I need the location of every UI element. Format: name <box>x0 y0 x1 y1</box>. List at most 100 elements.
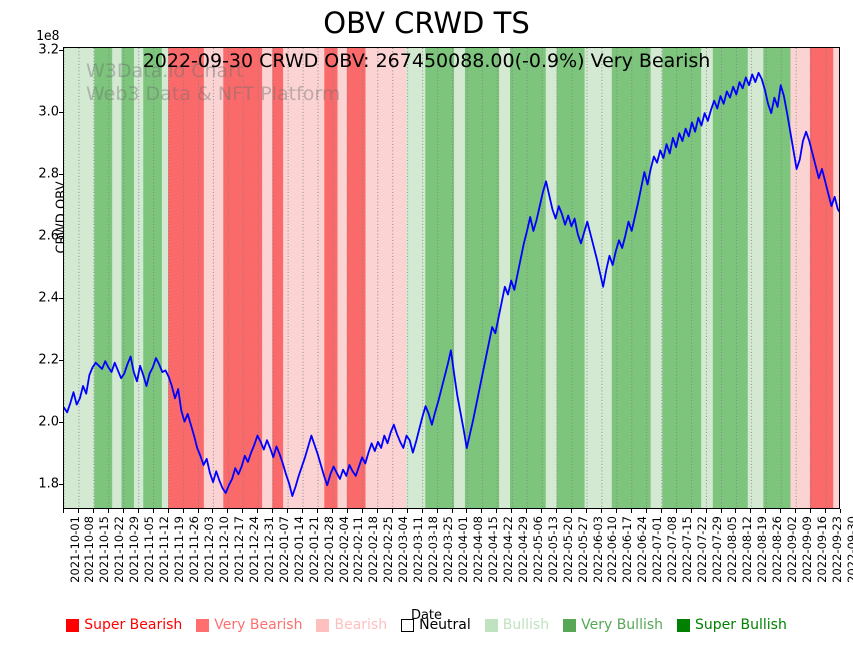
x-tick-label: 2021-11-19 <box>172 516 187 583</box>
x-tick-mark <box>780 509 782 513</box>
legend-label: Very Bullish <box>581 617 664 633</box>
y-tick-mark <box>59 174 63 176</box>
legend-item[interactable]: Super Bullish <box>677 617 787 633</box>
x-tick-label: 2022-09-16 <box>814 516 829 583</box>
x-tick-label: 2022-06-17 <box>620 516 635 583</box>
x-tick-mark <box>302 509 304 513</box>
x-tick-mark <box>810 509 812 513</box>
x-tick-label: 2022-01-14 <box>291 516 306 583</box>
legend-label: Bullish <box>502 617 550 633</box>
x-tick-mark <box>122 509 124 513</box>
x-tick-label: 2022-02-25 <box>381 516 396 583</box>
legend-swatch-icon <box>563 618 577 632</box>
y-tick-mark <box>59 298 63 300</box>
x-tick-mark <box>556 509 558 513</box>
y-tick-label: 1.8 <box>38 476 59 492</box>
y-tick-label: 2.8 <box>38 166 59 182</box>
x-tick-label: 2022-01-21 <box>306 516 321 583</box>
x-tick-mark <box>197 509 199 513</box>
legend-label: Neutral <box>419 617 471 633</box>
chart-legend: Super Bearish Very Bearish Bearish Neutral B… <box>0 617 853 633</box>
legend-label: Bearish <box>334 617 388 633</box>
y-tick-label: 2.2 <box>38 352 59 368</box>
x-tick-label: 2022-03-11 <box>411 516 426 583</box>
chart-title: OBV CRWD TS <box>323 6 530 40</box>
legend-item[interactable]: Very Bullish <box>563 617 663 633</box>
legend-item[interactable]: Bullish <box>484 617 550 633</box>
y-tick-mark <box>59 484 63 486</box>
legend-item[interactable]: Neutral <box>401 617 471 633</box>
legend-swatch-icon <box>401 618 415 632</box>
x-tick-label: 2022-07-08 <box>665 516 680 583</box>
x-tick-label: 2022-02-18 <box>366 516 381 583</box>
x-tick-label: 2022-01-28 <box>321 516 336 583</box>
x-tick-label: 2021-10-01 <box>67 516 82 583</box>
x-tick-mark <box>615 509 617 513</box>
x-tick-mark <box>137 509 139 513</box>
legend-item[interactable]: Super Bearish <box>66 617 182 633</box>
x-tick-mark <box>481 509 483 513</box>
x-tick-mark <box>511 509 513 513</box>
legend-swatch-icon <box>66 618 80 632</box>
obv-line-series <box>64 48 839 508</box>
legend-item[interactable]: Bearish <box>316 617 387 633</box>
x-tick-mark <box>541 509 543 513</box>
x-tick-label: 2022-05-13 <box>545 516 560 583</box>
x-tick-label: 2022-06-03 <box>590 516 605 583</box>
x-tick-label: 2021-11-05 <box>142 516 157 583</box>
x-tick-label: 2022-04-15 <box>485 516 500 583</box>
x-tick-label: 2022-03-25 <box>441 516 456 583</box>
x-tick-label: 2022-09-09 <box>799 516 814 583</box>
x-tick-label: 2022-04-22 <box>500 516 515 583</box>
x-tick-mark <box>406 509 408 513</box>
x-tick-mark <box>332 509 333 513</box>
x-tick-label: 2021-12-17 <box>231 516 246 583</box>
x-tick-mark <box>451 509 453 513</box>
x-tick-label: 2021-12-24 <box>246 516 261 583</box>
x-tick-mark <box>496 509 498 513</box>
x-tick-mark <box>152 509 154 513</box>
x-tick-mark <box>825 509 827 513</box>
plot-area[interactable]: W3Data.io Chart Web3 Data & NFT Platform <box>63 47 840 509</box>
y-tick-mark <box>59 50 63 52</box>
x-tick-label: 2021-11-12 <box>157 516 172 583</box>
x-tick-label: 2022-09-30 <box>844 516 853 583</box>
x-tick-label: 2022-04-01 <box>456 516 470 583</box>
x-tick-mark <box>376 509 378 513</box>
x-tick-label: 2022-08-05 <box>725 516 739 583</box>
y-tick-label: 2.6 <box>38 228 59 244</box>
x-tick-label: 2021-12-03 <box>202 516 216 583</box>
x-tick-label: 2022-02-11 <box>351 516 366 583</box>
x-tick-mark <box>167 509 169 513</box>
x-tick-mark <box>63 509 64 513</box>
x-tick-label: 2022-05-27 <box>575 516 590 583</box>
legend-swatch-icon <box>196 618 210 632</box>
x-tick-label: 2022-06-24 <box>635 516 650 583</box>
x-tick-mark <box>586 509 587 513</box>
x-tick-mark <box>436 509 438 513</box>
x-tick-label: 2022-05-20 <box>560 516 575 583</box>
x-tick-label: 2021-10-08 <box>82 516 97 583</box>
legend-item[interactable]: Very Bearish <box>196 617 302 633</box>
x-tick-mark <box>840 509 841 513</box>
y-axis-exponent-label: 1e8 <box>36 29 60 44</box>
y-tick-label: 3.2 <box>38 42 59 58</box>
x-tick-label: 2022-08-19 <box>754 516 769 583</box>
x-tick-mark <box>182 509 184 513</box>
x-tick-label: 2022-03-18 <box>426 516 441 583</box>
x-tick-label: 2021-10-29 <box>127 516 142 583</box>
x-tick-label: 2021-11-26 <box>187 516 201 583</box>
x-tick-mark <box>346 509 348 513</box>
x-tick-mark <box>571 509 572 513</box>
legend-label: Very Bearish <box>214 617 303 633</box>
x-tick-mark <box>92 509 94 513</box>
x-tick-mark <box>720 509 722 513</box>
x-tick-mark <box>242 509 244 513</box>
y-tick-mark <box>59 422 63 424</box>
x-tick-mark <box>272 509 274 513</box>
x-tick-label: 2022-01-07 <box>276 516 291 583</box>
x-tick-mark <box>361 509 363 513</box>
x-tick-label: 2022-09-02 <box>784 516 799 583</box>
x-tick-mark <box>77 509 79 513</box>
